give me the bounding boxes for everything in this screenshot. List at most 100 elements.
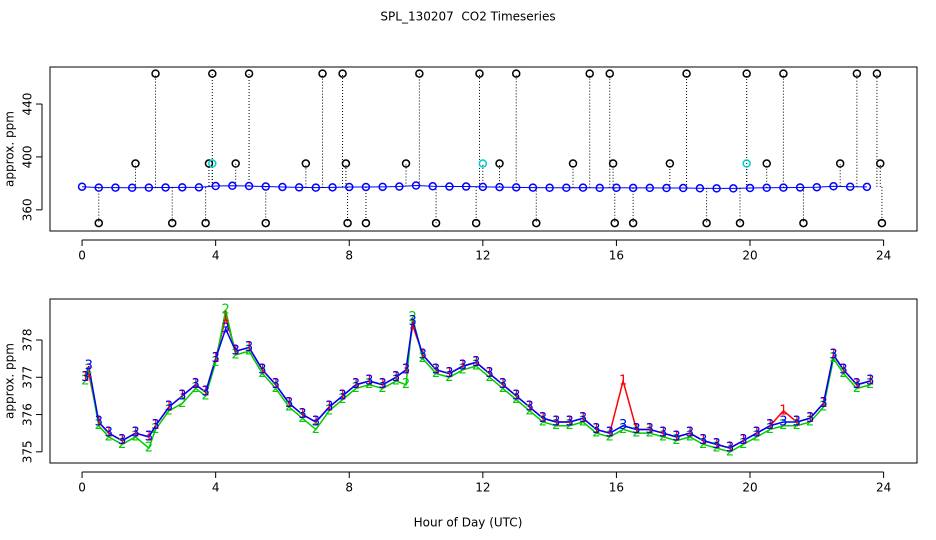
- data-point: 3: [81, 370, 89, 385]
- data-point: 1: [81, 370, 89, 385]
- data-point: 3: [419, 347, 427, 362]
- data-point: 1: [392, 370, 400, 385]
- data-point: 1: [659, 426, 667, 441]
- data-point: [745, 183, 755, 193]
- data-point: [361, 218, 371, 228]
- data-point: 3: [432, 362, 440, 377]
- data-point: 3: [592, 422, 600, 437]
- data-point: 1: [272, 377, 280, 392]
- data-point: 2: [325, 403, 333, 418]
- data-point: 1: [145, 429, 153, 444]
- data-point: [167, 218, 177, 228]
- data-point: 3: [672, 429, 680, 444]
- data-point: [144, 183, 154, 192]
- y-tick-label: 377: [21, 366, 35, 389]
- data-point: 1: [178, 388, 186, 403]
- data-point: [201, 218, 210, 228]
- data-point: 1: [619, 374, 627, 389]
- data-point: [532, 218, 541, 228]
- data-point: 1: [285, 396, 293, 411]
- x-tick-label: 24: [876, 249, 891, 263]
- data-point: [211, 181, 220, 191]
- data-point: 2: [739, 437, 747, 452]
- data-point: [395, 182, 404, 191]
- data-point: 2: [853, 381, 861, 396]
- y-tick-label: 400: [21, 145, 35, 168]
- data-point: 2: [402, 377, 410, 392]
- data-point: [799, 218, 808, 228]
- data-point: 2: [105, 429, 113, 444]
- data-point: 2: [686, 429, 694, 444]
- data-point: 1: [866, 374, 874, 389]
- data-point: 3: [699, 433, 707, 448]
- x-axis-label: Hour of Day (UTC): [414, 516, 523, 530]
- figure-title: SPL_130207 CO2 Timeseries: [380, 10, 555, 24]
- data-point: 3: [378, 377, 386, 392]
- plot-frame: [49, 66, 918, 232]
- data-point: 1: [85, 366, 93, 381]
- data-point: [852, 69, 862, 78]
- data-point: 2: [753, 429, 761, 444]
- x-tick-label: 16: [609, 249, 624, 263]
- data-point: [344, 182, 354, 192]
- data-point: [127, 183, 137, 193]
- data-point: [208, 69, 217, 78]
- data-point: [702, 218, 711, 228]
- data-point: [682, 69, 691, 78]
- data-point: 3: [212, 351, 220, 366]
- data-point: 1: [806, 411, 814, 426]
- series-line: [84, 321, 871, 449]
- y-axis-label: approx. ppm: [3, 343, 17, 419]
- data-point: 3: [272, 377, 280, 392]
- data-point: [742, 159, 751, 168]
- data-point: 3: [298, 407, 306, 422]
- data-point: [415, 69, 424, 78]
- data-point: [779, 183, 788, 192]
- data-point: [401, 159, 411, 168]
- data-point: [278, 182, 287, 192]
- data-point: 1: [766, 418, 774, 433]
- data-point: 3: [779, 415, 787, 430]
- data-point: [328, 183, 337, 192]
- x-tick-label: 12: [475, 249, 490, 263]
- y-tick-label: 378: [21, 329, 35, 352]
- data-point: [862, 182, 872, 192]
- data-point: 3: [402, 362, 410, 377]
- data-point: 2: [338, 392, 346, 407]
- data-point: [261, 182, 270, 191]
- data-point: [208, 159, 217, 168]
- data-point: 1: [352, 377, 360, 392]
- data-point: 2: [258, 366, 266, 381]
- data-point: [877, 218, 887, 228]
- y-tick-label: 360: [21, 198, 35, 221]
- data-point: 1: [539, 411, 547, 426]
- data-point: 1: [258, 362, 266, 377]
- data-point: 2: [672, 433, 680, 448]
- data-point: 3: [258, 362, 266, 377]
- data-point: 3: [566, 415, 574, 430]
- data-point: [343, 218, 352, 228]
- data-point: 1: [325, 400, 333, 415]
- data-point: 1: [338, 388, 346, 403]
- data-point: [77, 182, 87, 191]
- data-point: [151, 69, 160, 78]
- y-tick-label: 376: [21, 403, 35, 426]
- data-point: [111, 183, 120, 192]
- data-point: 2: [552, 418, 560, 433]
- data-point: 3: [352, 377, 360, 392]
- x-tick-label: 4: [212, 249, 220, 263]
- data-point: [361, 182, 371, 192]
- data-point: [812, 182, 822, 192]
- data-point: 1: [222, 310, 230, 325]
- data-point: 2: [232, 347, 240, 362]
- data-point: [471, 218, 481, 228]
- data-point: 1: [365, 374, 373, 389]
- data-point: 1: [839, 362, 847, 377]
- data-point: 3: [118, 433, 126, 448]
- data-point: 3: [145, 429, 153, 444]
- y-tick-label: 440: [21, 93, 35, 116]
- data-point: 2: [432, 366, 440, 381]
- data-point: 3: [829, 347, 837, 362]
- data-point: 2: [766, 422, 774, 437]
